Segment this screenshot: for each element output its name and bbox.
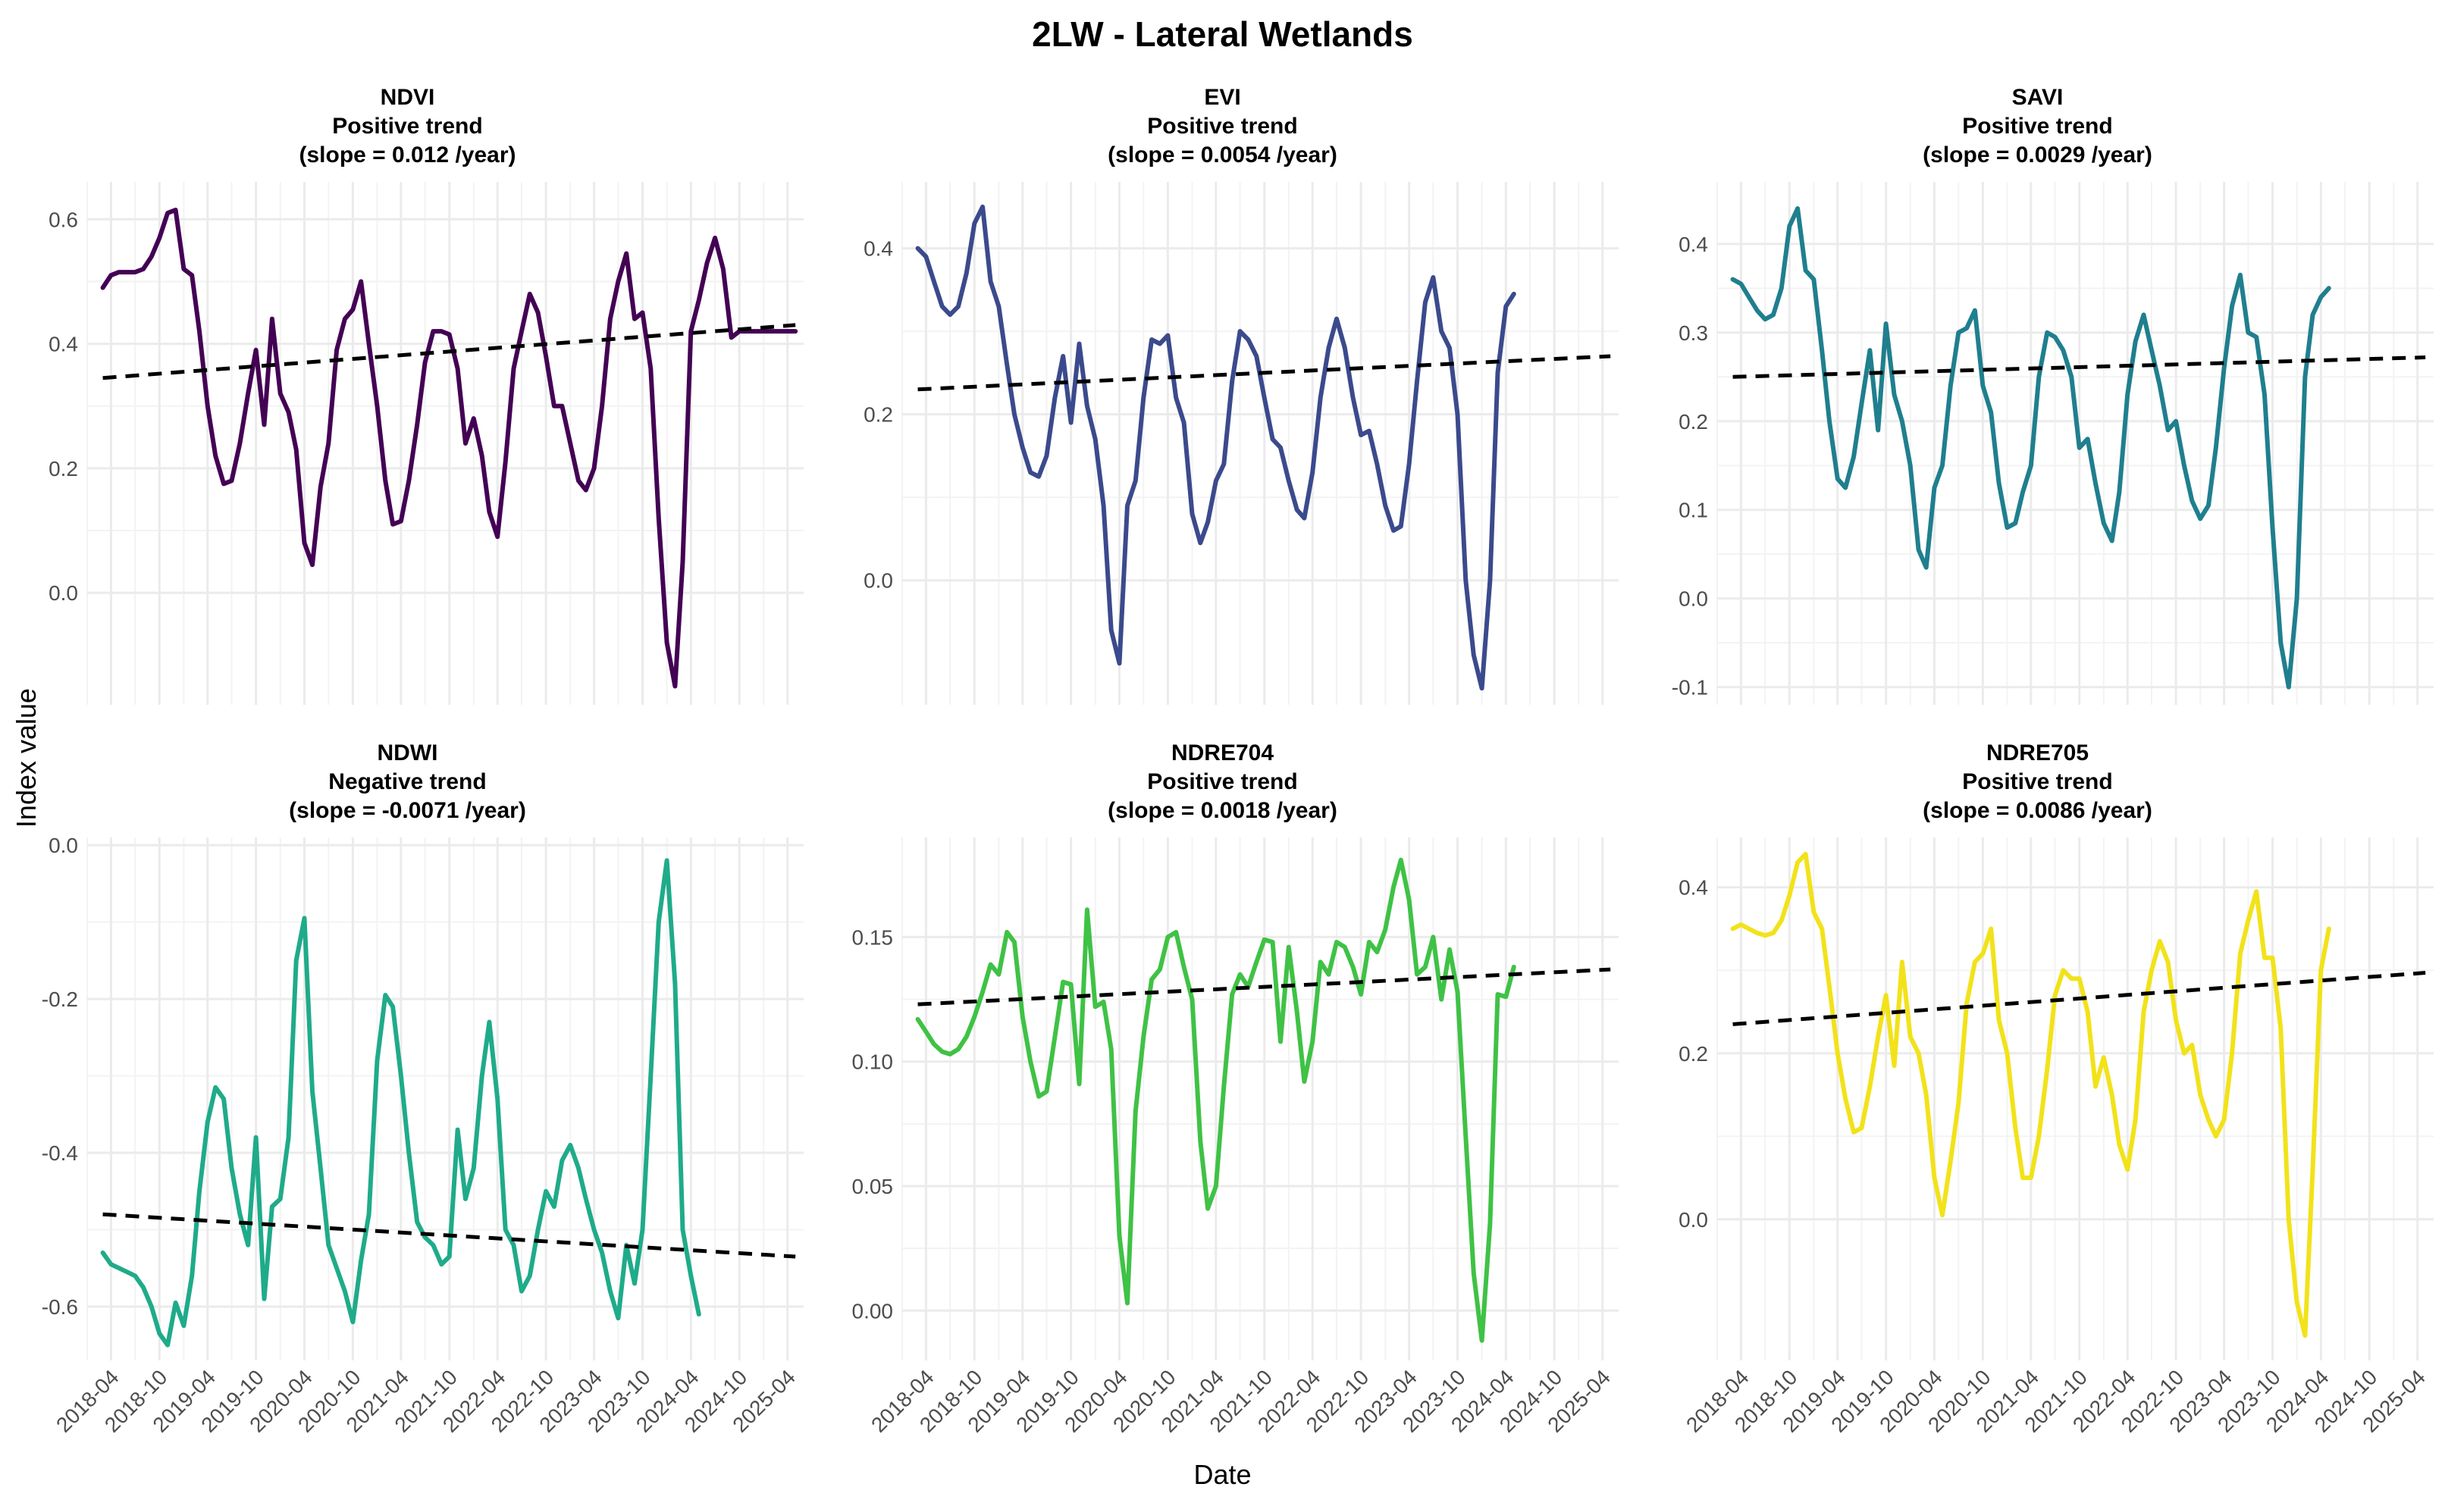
panel-title-line: SAVI <box>2011 85 2064 110</box>
y-tick-label: 0.2 <box>1679 1042 1708 1066</box>
panel-ndwi: NDWI Negative trend (slope = -0.0071 /year… <box>0 739 815 1459</box>
plot-area: -0.6-0.4-0.20.02018-042018-102019-042019… <box>42 834 804 1437</box>
panel-title-line: NDRE704 <box>1171 740 1274 765</box>
panel-ndre704: NDRE704 Positive trend (slope = 0.0018 /ye… <box>815 739 1630 1459</box>
y-tick-label: 0.6 <box>49 208 78 231</box>
figure-title: 2LW - Lateral Wetlands <box>1032 14 1413 54</box>
plot-area: 0.00.20.42018-042018-102019-042019-10202… <box>1679 837 2434 1437</box>
panel-title: NDWI Negative trend (slope = -0.0071 /year… <box>0 739 815 825</box>
panel-title-line: NDRE705 <box>1986 740 2089 765</box>
y-tick-label: 0.4 <box>1679 876 1708 900</box>
y-tick-label: 0.2 <box>864 403 893 427</box>
panel-title-line: (slope = 0.0029 /year) <box>1923 142 2152 167</box>
panel-title-line: Positive trend <box>1147 769 1298 794</box>
panel-title: NDRE705 Positive trend (slope = 0.0086 /ye… <box>1630 739 2445 825</box>
panel-title-line: NDWI <box>377 740 438 765</box>
y-tick-label: 0.2 <box>49 457 78 481</box>
panel-title-line: EVI <box>1204 85 1241 110</box>
panel-title-line: (slope = 0.0086 /year) <box>1923 798 2152 823</box>
y-tick-label: 0.10 <box>852 1050 894 1074</box>
series-line-ndwi <box>100 858 701 1348</box>
panel-title-line: (slope = -0.0071 /year) <box>289 798 526 823</box>
panel-title-line: (slope = 0.0054 /year) <box>1108 142 1337 167</box>
panel-title-line: Negative trend <box>328 769 487 794</box>
trend-line <box>102 1212 796 1259</box>
panel-ndvi: NDVI Positive trend (slope = 0.012 /year) 0… <box>0 83 815 803</box>
plot-area: 0.000.050.100.152018-042018-102019-04201… <box>852 837 1619 1437</box>
y-tick-label: 0.0 <box>1679 587 1708 611</box>
plot-area: 0.0 0.2 0.4 <box>864 182 1619 705</box>
panel-title-line: (slope = 0.012 /year) <box>299 142 516 167</box>
trend-line <box>917 967 1611 1006</box>
y-tick-label: 0.0 <box>864 569 893 593</box>
series-line-ndre704 <box>915 857 1516 1343</box>
panel-title: SAVI Positive trend (slope = 0.0029 /year) <box>1630 83 2445 170</box>
panel-title-line: Positive trend <box>332 114 483 139</box>
panel-evi: EVI Positive trend (slope = 0.0054 /year) 0… <box>815 83 1630 803</box>
y-tick-label: 0.15 <box>852 925 894 949</box>
series-line-ndre705 <box>1730 851 2331 1338</box>
y-tick-label: 0.0 <box>49 581 78 605</box>
trend-line <box>102 323 796 380</box>
y-tick-label: 0.4 <box>49 333 78 356</box>
panel-title: NDVI Positive trend (slope = 0.012 /year) <box>0 83 815 170</box>
panel-title: NDRE704 Positive trend (slope = 0.0018 /ye… <box>815 739 1630 825</box>
y-tick-label: 0.00 <box>852 1299 894 1323</box>
series-line-savi <box>1730 206 2331 690</box>
plot-area: -0.1 0.0 0.1 0.2 0.3 0.4 <box>1672 182 2434 705</box>
plot-area: 0.0 0.2 0.4 0.6 <box>49 182 804 705</box>
panel-title-line: Positive trend <box>1962 114 2113 139</box>
panel-savi: SAVI Positive trend (slope = 0.0029 /year)… <box>1630 83 2445 803</box>
y-tick-label: 0.3 <box>1679 321 1708 345</box>
y-tick-label: 0.4 <box>864 237 893 261</box>
series-line-evi <box>915 204 1516 691</box>
trend-line <box>917 354 1611 392</box>
trend-line <box>1732 355 2426 379</box>
y-tick-label: -0.1 <box>1672 676 1708 700</box>
panel-title-line: Positive trend <box>1962 769 2113 794</box>
y-tick-label: -0.2 <box>42 988 78 1011</box>
trend-line <box>1732 971 2426 1026</box>
y-tick-label: -0.6 <box>42 1295 78 1319</box>
panel-title: EVI Positive trend (slope = 0.0054 /year) <box>815 83 1630 170</box>
panel-ndre705: NDRE705 Positive trend (slope = 0.0086 /ye… <box>1630 739 2445 1459</box>
y-tick-label: 0.0 <box>49 834 78 857</box>
panel-title-line: Positive trend <box>1147 114 1298 139</box>
x-axis-label: Date <box>1193 1459 1252 1490</box>
y-tick-label: 0.1 <box>1679 499 1708 522</box>
y-tick-label: 0.05 <box>852 1175 894 1198</box>
panel-title-line: NDVI <box>380 85 435 110</box>
panel-title-line: (slope = 0.0018 /year) <box>1108 798 1337 823</box>
y-tick-label: -0.4 <box>42 1141 78 1165</box>
series-line-ndvi <box>100 208 798 689</box>
y-tick-label: 0.2 <box>1679 410 1708 434</box>
y-tick-label: 0.0 <box>1679 1208 1708 1232</box>
y-tick-label: 0.4 <box>1679 233 1708 256</box>
